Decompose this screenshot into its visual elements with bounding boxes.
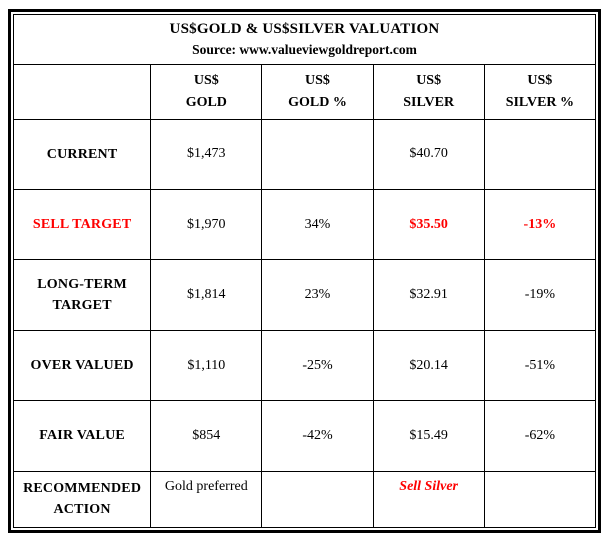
row-label-recommended-action: RECOMMENDED ACTION — [12, 470, 152, 529]
row-label-line: SELL TARGET — [32, 217, 132, 233]
header-line: GOLD % — [288, 94, 347, 110]
row-label-line: LONG-TERM — [37, 277, 127, 293]
cell-recommended-gold-pct — [261, 470, 374, 529]
table-row-fair-value: FAIR VALUE $854 -42% $15.49 -62% — [12, 400, 597, 472]
cell-fair-value-gold: $854 — [150, 400, 263, 472]
cell-over-valued-gold: $1,110 — [150, 329, 263, 402]
row-label-line: RECOMMENDED — [23, 481, 142, 497]
header-cell-gold: US$ GOLD — [150, 64, 263, 120]
row-label-line: CURRENT — [46, 146, 118, 162]
table-row-sell-target: SELL TARGET $1,970 34% $35.50 -13% — [12, 188, 597, 261]
header-line: SILVER % — [505, 94, 575, 110]
header-cell-blank — [12, 64, 152, 120]
header-line: US$ — [416, 73, 442, 89]
table-source: Source: www.valueviewgoldreport.com — [192, 42, 417, 58]
cell-fair-value-gold-pct: -42% — [261, 400, 374, 472]
header-row: US$ GOLD US$ GOLD % US$ SILVER US$ SILVE… — [12, 64, 597, 120]
cell-current-silver: $40.70 — [372, 118, 485, 191]
table-row-long-term-target: LONG-TERM TARGET $1,814 23% $32.91 -19% — [12, 259, 597, 331]
cell-fair-value-silver: $15.49 — [372, 400, 485, 472]
table-outer-frame: US$GOLD & US$SILVER VALUATION Source: ww… — [8, 9, 601, 533]
cell-recommended-gold-action: Gold preferred — [150, 470, 263, 529]
cell-long-term-silver: $32.91 — [372, 259, 485, 331]
header-cell-silver: US$ SILVER — [372, 64, 485, 120]
row-label-fair-value: FAIR VALUE — [12, 400, 152, 472]
row-label-long-term-target: LONG-TERM TARGET — [12, 259, 152, 331]
header-line: SILVER — [403, 94, 455, 110]
header-line: US$ — [527, 73, 553, 89]
table-title-cell: US$GOLD & US$SILVER VALUATION Source: ww… — [13, 13, 596, 66]
table-row-current: CURRENT $1,473 $40.70 — [12, 118, 597, 191]
cell-long-term-gold: $1,814 — [150, 259, 263, 331]
valuation-table: US$GOLD & US$SILVER VALUATION Source: ww… — [12, 13, 597, 529]
row-label-sell-target: SELL TARGET — [12, 188, 152, 261]
cell-sell-target-gold: $1,970 — [150, 188, 263, 261]
row-label-line: FAIR VALUE — [39, 428, 125, 444]
cell-long-term-gold-pct: 23% — [261, 259, 374, 331]
table-title: US$GOLD & US$SILVER VALUATION — [169, 21, 440, 38]
row-label-over-valued: OVER VALUED — [12, 329, 152, 402]
header-line: US$ — [305, 73, 330, 89]
cell-recommended-silver-action: Sell Silver — [372, 470, 485, 529]
table-row-over-valued: OVER VALUED $1,110 -25% $20.14 -51% — [12, 329, 597, 402]
cell-current-silver-pct — [483, 118, 597, 191]
row-label-line: OVER VALUED — [30, 358, 134, 374]
title-row: US$GOLD & US$SILVER VALUATION Source: ww… — [13, 13, 596, 66]
header-cell-gold-pct: US$ GOLD % — [261, 64, 374, 120]
cell-over-valued-silver: $20.14 — [372, 329, 485, 402]
row-label-line: ACTION — [53, 502, 111, 518]
cell-current-gold-pct — [261, 118, 374, 191]
cell-recommended-silver-pct — [483, 470, 597, 529]
cell-fair-value-silver-pct: -62% — [483, 400, 597, 472]
header-line: US$ — [193, 73, 219, 89]
header-line: GOLD — [185, 94, 227, 110]
cell-current-gold: $1,473 — [150, 118, 263, 191]
cell-long-term-silver-pct: -19% — [483, 259, 597, 331]
cell-sell-target-gold-pct: 34% — [261, 188, 374, 261]
row-label-current: CURRENT — [12, 118, 152, 191]
row-label-line: TARGET — [52, 298, 112, 314]
cell-over-valued-silver-pct: -51% — [483, 329, 597, 402]
table-row-recommended-action: RECOMMENDED ACTION Gold preferred Sell S… — [12, 470, 597, 529]
cell-over-valued-gold-pct: -25% — [261, 329, 374, 402]
cell-sell-target-silver-pct: -13% — [483, 188, 597, 261]
cell-sell-target-silver: $35.50 — [372, 188, 485, 261]
header-cell-silver-pct: US$ SILVER % — [483, 64, 597, 120]
